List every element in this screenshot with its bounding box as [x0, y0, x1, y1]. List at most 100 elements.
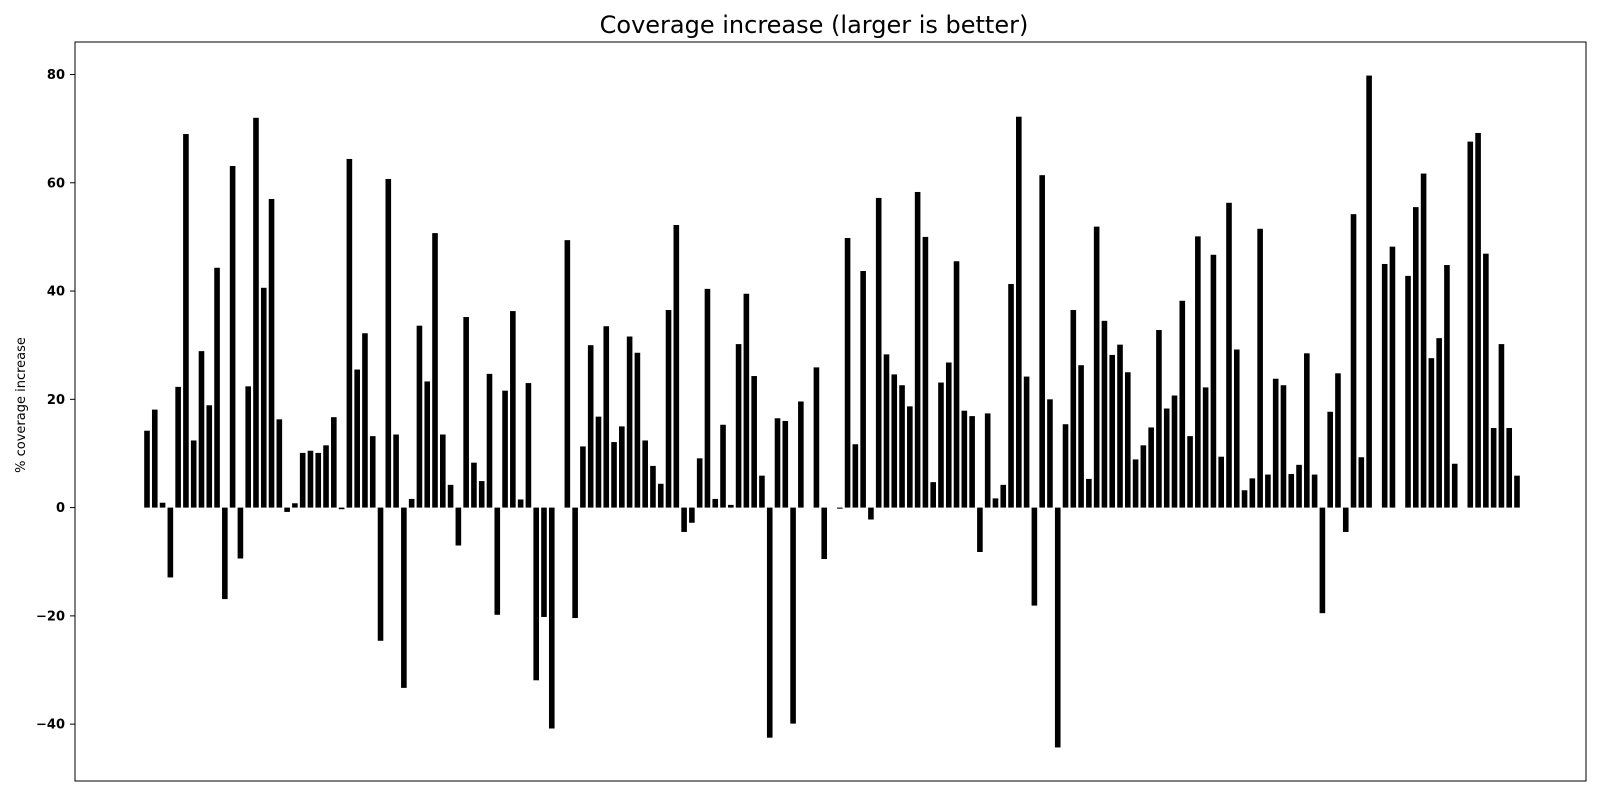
bar-66: [650, 465, 656, 508]
bar-79: [751, 376, 757, 508]
y-tick-label--20: −20: [36, 609, 65, 624]
bar-4: [167, 507, 174, 578]
bar-141: [1233, 349, 1240, 508]
bar-111: [1000, 484, 1007, 508]
bar-107: [969, 416, 975, 508]
bars: [144, 75, 1520, 748]
bar-6: [183, 134, 189, 508]
bar-146: [1272, 378, 1279, 508]
bar-59: [595, 416, 602, 508]
bar-119: [1062, 424, 1069, 508]
bar-164: [1413, 207, 1419, 508]
bar-98: [899, 385, 905, 508]
bar-126: [1117, 344, 1123, 508]
bar-101: [922, 236, 929, 508]
bar-84: [790, 507, 796, 724]
bar-161: [1389, 246, 1396, 508]
bar-49: [517, 499, 524, 508]
bar-136: [1195, 236, 1201, 508]
bar-41: [455, 507, 462, 546]
bar-70: [681, 507, 687, 532]
bar-47: [502, 390, 508, 508]
bar-157: [1358, 457, 1365, 508]
bar-94: [868, 507, 874, 520]
bar-150: [1304, 353, 1310, 508]
bar-163: [1405, 275, 1411, 508]
bar-177: [1514, 475, 1520, 508]
bar-72: [696, 458, 703, 508]
bar-53: [548, 507, 555, 729]
bar-149: [1296, 464, 1302, 508]
bar-48: [510, 311, 516, 508]
bar-165: [1420, 173, 1427, 508]
bar-102: [930, 482, 936, 508]
bar-38: [432, 233, 438, 508]
bar-81: [766, 507, 773, 738]
bar-9: [206, 405, 213, 508]
bar-14: [245, 386, 251, 508]
bar-100: [914, 191, 921, 508]
bar-37: [424, 381, 431, 508]
bar-32: [385, 178, 392, 508]
bar-1: [144, 430, 150, 508]
bar-85: [798, 401, 804, 508]
y-tick-label-40: 40: [47, 285, 65, 300]
bar-45: [486, 373, 493, 508]
chart-title: Coverage increase (larger is better): [600, 11, 1029, 39]
bar-123: [1093, 226, 1100, 508]
bar-29: [362, 333, 368, 508]
bar-133: [1171, 395, 1178, 508]
y-axis-label: % coverage increase: [14, 337, 29, 473]
y-tick-label-20: 20: [47, 393, 65, 408]
bar-116: [1039, 175, 1045, 508]
bar-97: [891, 374, 898, 508]
bar-125: [1109, 354, 1116, 508]
bar-156: [1350, 214, 1357, 508]
bar-21: [299, 452, 306, 508]
bar-15: [253, 117, 259, 508]
bar-160: [1381, 263, 1388, 508]
bar-172: [1475, 132, 1481, 508]
bar-80: [759, 475, 765, 508]
bar-128: [1132, 459, 1139, 508]
bar-154: [1335, 373, 1341, 508]
bar-169: [1451, 463, 1458, 508]
bar-110: [992, 498, 999, 508]
y-tick-label--40: −40: [36, 718, 65, 733]
bar-138: [1210, 254, 1217, 508]
bar-75: [720, 424, 726, 508]
bar-71: [689, 507, 695, 523]
bar-17: [268, 199, 275, 508]
bar-24: [323, 445, 329, 508]
bar-95: [875, 197, 882, 508]
bar-139: [1218, 456, 1224, 508]
bar-153: [1327, 411, 1333, 508]
bar-112: [1008, 284, 1014, 508]
bar-35: [408, 498, 415, 508]
bar-113: [1016, 116, 1022, 508]
bar-63: [626, 336, 633, 508]
bar-106: [961, 410, 968, 508]
bar-124: [1101, 320, 1108, 508]
bar-104: [945, 362, 952, 508]
bar-23: [315, 452, 322, 508]
bar-64: [634, 352, 641, 508]
bar-132: [1163, 408, 1170, 508]
bar-121: [1078, 365, 1084, 508]
bar-18: [276, 419, 283, 508]
bar-2: [151, 409, 158, 508]
bar-158: [1366, 75, 1372, 508]
bar-8: [198, 351, 205, 508]
bar-26: [338, 507, 345, 510]
plot-frame: [74, 41, 1587, 782]
bar-55: [564, 240, 571, 508]
bar-120: [1070, 309, 1077, 508]
bar-10: [214, 267, 220, 508]
bar-83: [782, 420, 789, 508]
bar-166: [1428, 358, 1435, 508]
bar-93: [860, 271, 866, 508]
bar-16: [260, 287, 267, 508]
bar-28: [354, 369, 360, 508]
bar-3: [159, 502, 166, 508]
